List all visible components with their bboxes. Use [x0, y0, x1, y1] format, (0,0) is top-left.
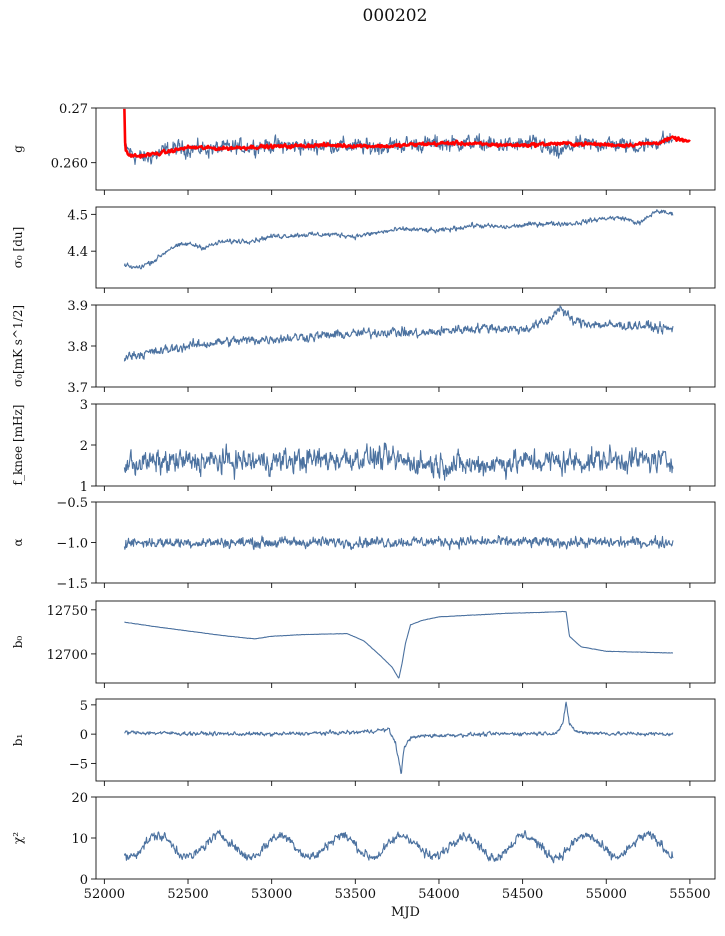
series-line-b0-series — [124, 610, 674, 679]
series-line-alpha-series — [123, 534, 674, 551]
series-line-b1-series — [124, 701, 674, 775]
series-line-chi2-series — [123, 829, 674, 864]
series-line-g-series — [123, 130, 674, 165]
ytick-label-sigma0_mk: 3.7 — [67, 381, 88, 396]
ytick-label-sigma0_mk: 3.8 — [67, 340, 88, 355]
xtick-label: 55500 — [669, 887, 710, 902]
ytick-label-b0: 12750 — [47, 604, 88, 619]
xlabel: MJD — [391, 905, 420, 920]
ytick-label-b0: 12700 — [47, 648, 88, 663]
ylabel-sigma0_mk: σ₀[mK s^1/2] — [11, 305, 25, 387]
series-line-g-model — [123, 108, 691, 159]
axes-frame-sigma0_du — [95, 206, 716, 289]
ytick-label-alpha: −1.5 — [56, 577, 88, 592]
ytick-label-sigma0_du: 4.4 — [67, 245, 88, 260]
ytick-label-g: 0.260 — [51, 157, 88, 172]
ylabel-fknee: f_knee [mHz] — [11, 405, 25, 486]
series-line-sigma0_mk-series — [123, 305, 674, 362]
series-line-fknee-series — [123, 442, 674, 481]
series-line-sigma0_du-series — [123, 209, 674, 270]
xtick-label: 54500 — [502, 887, 543, 902]
ylabel-chi2: χ² — [11, 832, 25, 844]
ytick-label-chi2: 20 — [71, 791, 88, 806]
ytick-label-b1: 5 — [80, 699, 88, 714]
xtick-label: 55000 — [586, 887, 627, 902]
ylabel-g: g — [11, 145, 25, 153]
ytick-label-sigma0_du: 4.5 — [67, 208, 88, 223]
ytick-label-b1: −5 — [69, 757, 88, 772]
xtick-label: 54000 — [418, 887, 459, 902]
xtick-label: 52500 — [167, 887, 208, 902]
xtick-label: 53500 — [335, 887, 376, 902]
axes-frame-b0 — [95, 600, 716, 684]
ylabel-b0: b₀ — [11, 636, 25, 649]
ytick-label-b1: 0 — [80, 728, 88, 743]
figure-title: 000202 — [362, 6, 428, 26]
ytick-label-alpha: −1.0 — [56, 537, 88, 552]
xtick-label: 53000 — [251, 887, 292, 902]
ytick-label-g: 0.27 — [59, 102, 88, 117]
xtick-label: 52000 — [84, 887, 125, 902]
axes-frame-g — [95, 107, 716, 191]
ylabel-alpha: α — [11, 538, 25, 546]
ytick-label-chi2: 0 — [80, 873, 88, 888]
axes-frame-b1 — [95, 698, 716, 782]
axes-frame-fknee — [95, 403, 716, 487]
ytick-label-fknee: 3 — [80, 398, 88, 413]
ylabel-sigma0_du: σ₀ [du] — [11, 227, 25, 269]
ylabel-b1: b₁ — [11, 734, 25, 747]
ytick-label-alpha: −0.5 — [56, 496, 88, 511]
ytick-label-chi2: 10 — [71, 832, 88, 847]
ytick-label-fknee: 1 — [80, 480, 88, 495]
ytick-label-sigma0_mk: 3.9 — [67, 299, 88, 314]
ytick-label-fknee: 2 — [80, 439, 88, 454]
